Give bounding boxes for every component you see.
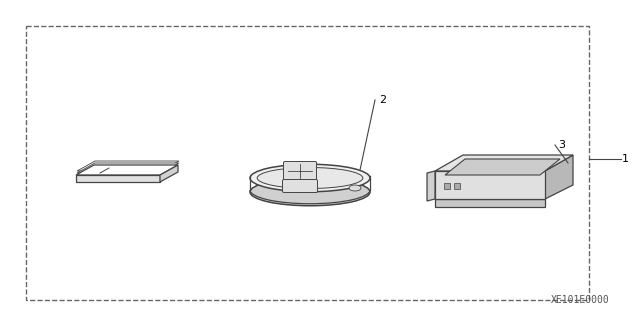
Polygon shape bbox=[435, 171, 545, 199]
Ellipse shape bbox=[349, 185, 361, 191]
Ellipse shape bbox=[250, 178, 370, 206]
Text: 2: 2 bbox=[379, 95, 386, 105]
Polygon shape bbox=[545, 155, 573, 199]
Polygon shape bbox=[77, 161, 179, 171]
FancyBboxPatch shape bbox=[284, 161, 317, 181]
Polygon shape bbox=[427, 171, 435, 201]
Text: 1: 1 bbox=[621, 154, 628, 164]
FancyBboxPatch shape bbox=[444, 182, 449, 189]
Polygon shape bbox=[77, 163, 179, 173]
Text: 3: 3 bbox=[558, 140, 565, 150]
Polygon shape bbox=[435, 155, 573, 171]
FancyBboxPatch shape bbox=[454, 182, 460, 189]
Bar bbox=[26, 26, 589, 300]
Polygon shape bbox=[76, 165, 178, 175]
Polygon shape bbox=[160, 165, 178, 182]
Text: XE101E0000: XE101E0000 bbox=[550, 295, 609, 305]
Polygon shape bbox=[76, 175, 160, 182]
Ellipse shape bbox=[250, 164, 370, 192]
Ellipse shape bbox=[257, 167, 363, 189]
FancyBboxPatch shape bbox=[282, 180, 317, 192]
Polygon shape bbox=[445, 159, 560, 175]
Polygon shape bbox=[435, 199, 545, 207]
